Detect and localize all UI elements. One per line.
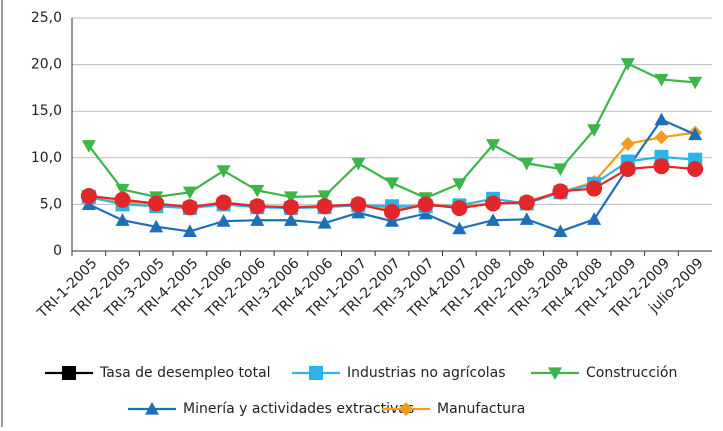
data-point	[114, 191, 131, 208]
data-point	[182, 224, 197, 238]
legend-marker	[548, 367, 562, 380]
data-point	[620, 58, 635, 71]
data-point	[688, 76, 703, 90]
data-point	[115, 183, 130, 197]
data-point	[385, 177, 399, 190]
data-point	[586, 180, 603, 197]
data-point	[350, 196, 367, 213]
data-point	[654, 130, 669, 145]
legend-marker	[62, 366, 76, 380]
data-point	[485, 195, 502, 212]
data-point	[619, 160, 636, 177]
data-point	[519, 212, 534, 225]
data-point	[81, 140, 96, 153]
legend-label: Construcción	[586, 365, 677, 381]
data-point	[452, 221, 467, 235]
legend-label: Manufactura	[437, 401, 525, 417]
y-tick-label: 5,0	[40, 196, 62, 212]
data-point	[417, 196, 434, 213]
data-point	[317, 190, 332, 204]
data-point	[149, 219, 164, 233]
series-line	[88, 131, 696, 211]
data-point	[283, 191, 298, 204]
data-point	[451, 200, 468, 217]
data-point	[519, 157, 534, 171]
legend-marker	[399, 402, 413, 416]
data-point	[688, 127, 703, 141]
data-point	[654, 73, 669, 87]
data-point	[250, 213, 265, 226]
data-point	[620, 136, 635, 151]
data-point	[553, 163, 568, 176]
data-point	[452, 178, 467, 191]
legend-label: Tasa de desempleo total	[99, 365, 271, 381]
data-point	[687, 160, 704, 177]
data-point	[316, 198, 333, 215]
data-point	[385, 214, 399, 227]
legend-marker	[309, 366, 323, 380]
legend-label: Minería y actividades extractivas	[183, 401, 414, 417]
data-point	[181, 199, 198, 216]
legend-marker	[145, 402, 159, 415]
data-point	[653, 158, 670, 175]
data-point	[115, 213, 130, 226]
data-point	[654, 112, 669, 126]
y-tick-label: 10,0	[31, 150, 62, 166]
data-point	[216, 165, 231, 178]
y-tick-label: 0	[53, 243, 62, 259]
y-tick-label: 20,0	[31, 57, 62, 73]
data-point	[282, 199, 299, 216]
data-point	[518, 194, 535, 211]
data-point	[182, 186, 197, 200]
data-point	[216, 214, 231, 227]
data-point	[148, 195, 165, 212]
data-point	[552, 183, 569, 200]
data-point	[250, 184, 265, 198]
data-point	[587, 212, 602, 225]
y-tick-label: 15,0	[31, 103, 62, 119]
data-point	[283, 213, 298, 226]
y-tick-label: 25,0	[31, 10, 62, 26]
data-point	[351, 157, 366, 171]
data-point	[384, 203, 400, 220]
data-point	[80, 188, 97, 205]
data-point	[249, 198, 266, 215]
data-point	[317, 216, 332, 229]
legend-label: Industrias no agrícolas	[347, 365, 506, 381]
data-point	[486, 139, 501, 152]
data-point	[215, 194, 232, 211]
data-point	[553, 224, 568, 238]
data-point	[486, 213, 501, 226]
data-point	[587, 124, 602, 137]
